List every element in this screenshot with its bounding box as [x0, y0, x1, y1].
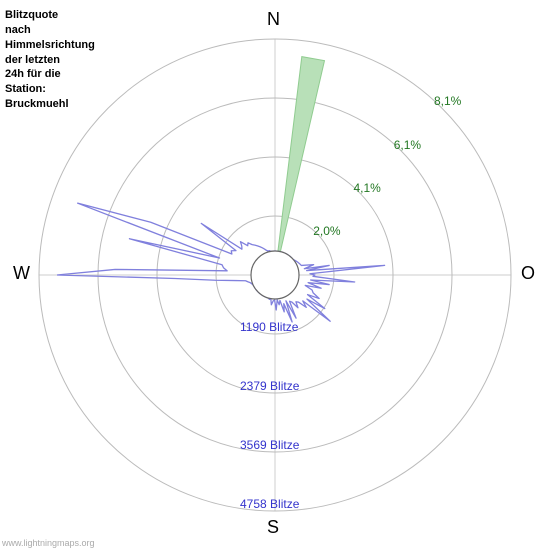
footer-credit: www.lightningmaps.org [2, 538, 95, 548]
title-line: Himmelsrichtung [5, 39, 95, 51]
cardinal-label: O [521, 263, 535, 284]
title-line: der letzten [5, 54, 60, 66]
ring-percent-label: 6,1% [394, 138, 421, 152]
cardinal-label: S [267, 517, 279, 538]
ring-blitze-label: 3569 Blitze [240, 438, 299, 452]
ring-blitze-label: 2379 Blitze [240, 379, 299, 393]
ring-percent-label: 4,1% [353, 181, 380, 195]
title-line: Station: [5, 83, 46, 95]
ring-percent-label: 8,1% [434, 94, 461, 108]
title-line: 24h für die [5, 68, 61, 80]
cardinal-label: N [267, 9, 280, 30]
title-line: nach [5, 24, 31, 36]
title-line: Blitzquote [5, 9, 58, 21]
ring-blitze-label: 4758 Blitze [240, 497, 299, 511]
polar-chart: Blitzquote nach Himmelsrichtung der letzten… [0, 0, 550, 550]
ring-blitze-label: 1190 Blitze [240, 320, 298, 334]
cardinal-label: W [13, 263, 30, 284]
title-line: Bruckmuehl [5, 98, 69, 110]
chart-title: Blitzquote nach Himmelsrichtung der letzten… [5, 8, 95, 112]
ring-percent-label: 2,0% [313, 224, 340, 238]
